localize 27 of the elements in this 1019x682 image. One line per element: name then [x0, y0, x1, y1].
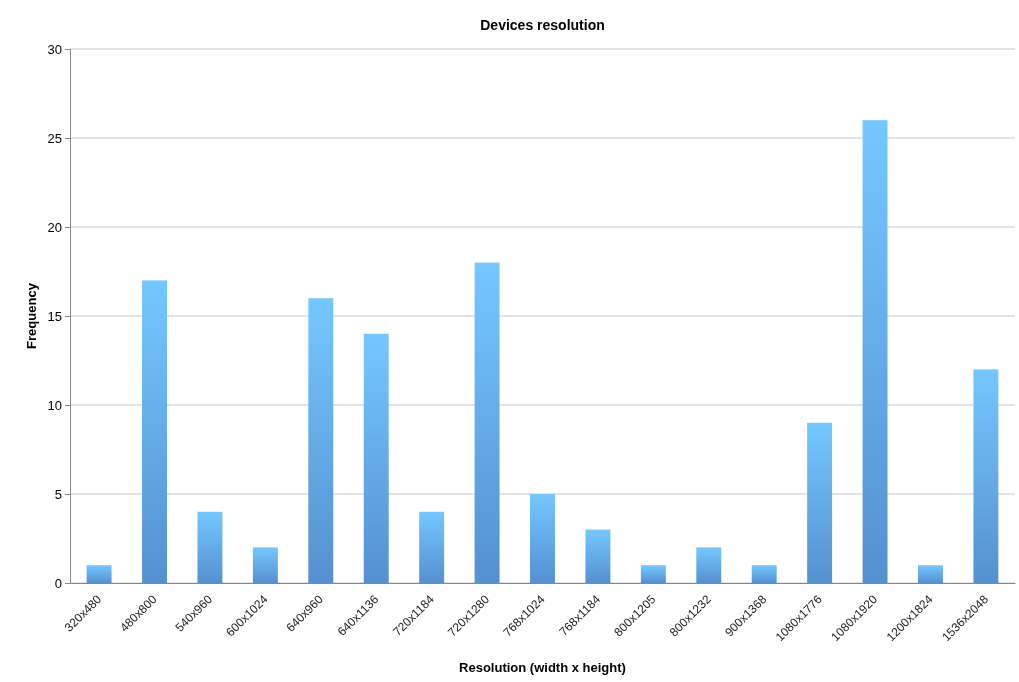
bar	[918, 565, 943, 583]
y-axis-title: Frequency	[24, 282, 39, 349]
bar	[696, 547, 722, 583]
bar	[308, 298, 334, 583]
bar	[142, 280, 167, 583]
y-tick-label: 0	[54, 575, 62, 591]
bar	[862, 120, 888, 583]
bar	[640, 565, 666, 583]
y-tick-label: 25	[47, 130, 62, 146]
bar	[474, 262, 500, 583]
bar	[197, 511, 223, 583]
bar	[252, 547, 278, 583]
y-tick-label: 5	[54, 486, 62, 502]
chart-title: Devices resolution	[480, 17, 605, 33]
bar	[751, 565, 777, 583]
bar	[585, 529, 611, 583]
bar	[530, 494, 555, 583]
x-axis-title: Resolution (width x height)	[459, 660, 626, 675]
bar	[973, 369, 999, 583]
y-tick-label: 30	[47, 41, 62, 57]
y-tick-label: 10	[47, 397, 62, 413]
bar	[363, 333, 389, 583]
y-tick-label: 20	[47, 219, 62, 235]
bar	[86, 565, 112, 583]
bar	[419, 511, 445, 583]
y-tick-label: 15	[47, 308, 62, 324]
bar	[807, 422, 833, 583]
